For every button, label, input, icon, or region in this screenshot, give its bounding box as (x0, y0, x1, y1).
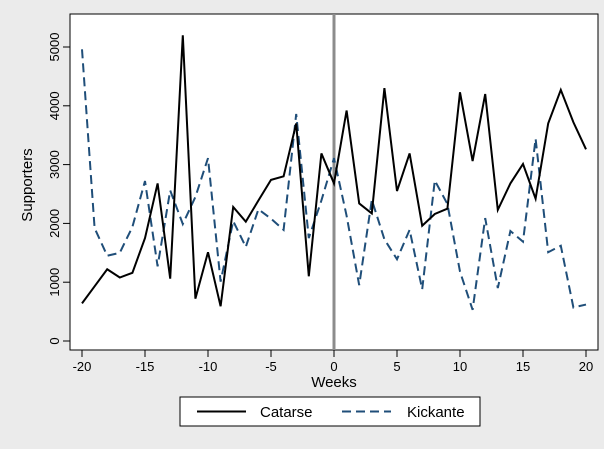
x-axis: -20 -15 -10 -5 0 5 10 15 20 (73, 350, 593, 374)
x-tick-label: 5 (393, 359, 400, 374)
x-tick-label: 20 (579, 359, 593, 374)
x-axis-label: Weeks (311, 374, 357, 391)
y-tick-label: 3000 (47, 150, 62, 179)
legend-label-catarse: Catarse (260, 404, 313, 421)
y-tick-label: 1000 (47, 268, 62, 297)
x-tick-label: -20 (73, 359, 92, 374)
x-tick-label: 0 (330, 359, 337, 374)
y-tick-label: 0 (47, 337, 62, 344)
y-tick-label: 5000 (47, 33, 62, 62)
y-axis: 0 1000 2000 3000 4000 5000 (47, 33, 70, 345)
x-tick-label: 10 (453, 359, 467, 374)
y-tick-label: 4000 (47, 91, 62, 120)
legend-label-kickante: Kickante (407, 404, 465, 421)
x-tick-label: -10 (199, 359, 218, 374)
legend: Catarse Kickante (179, 396, 481, 427)
series-layer (81, 35, 587, 311)
series-line-catarse (81, 35, 587, 307)
x-tick-label: 15 (516, 359, 530, 374)
y-axis-label: Supporters (19, 148, 36, 221)
y-tick-label: 2000 (47, 209, 62, 238)
x-tick-label: -15 (136, 359, 155, 374)
x-tick-label: -5 (265, 359, 277, 374)
series-line-kickante (81, 49, 587, 311)
